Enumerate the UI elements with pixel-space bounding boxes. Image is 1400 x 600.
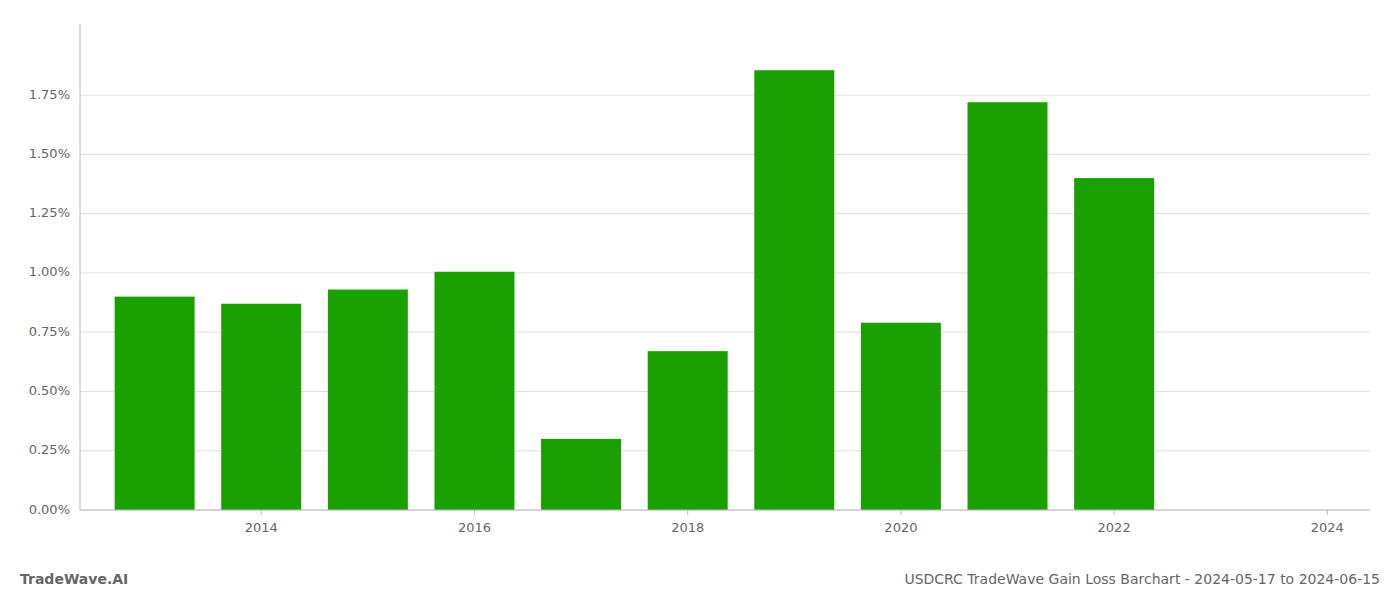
y-axis: 0.00% 0.25% 0.50% 0.75% 1.00% 1.25% 1.50% 1.75% bbox=[29, 87, 70, 517]
footer-left: TradeWave.AI bbox=[20, 571, 128, 587]
chart-container: 0.00% 0.25% 0.50% 0.75% 1.00% 1.25% 1.50% 1.75%… bbox=[0, 0, 1400, 600]
y-tick-label: 1.50% bbox=[29, 146, 70, 161]
bar bbox=[115, 297, 195, 510]
grid-line bbox=[80, 272, 1370, 273]
x-axis: 2014 2016 2018 2020 2022 2024 bbox=[80, 510, 1370, 535]
bars bbox=[115, 70, 1154, 510]
x-tick-label: 2022 bbox=[1098, 520, 1131, 535]
y-tick-label: 0.25% bbox=[29, 442, 70, 457]
grid-line bbox=[80, 95, 1370, 96]
x-tick-label: 2018 bbox=[671, 520, 704, 535]
bar bbox=[861, 323, 941, 510]
x-tick bbox=[474, 510, 475, 515]
grid-line bbox=[80, 510, 1370, 511]
x-tick bbox=[687, 510, 688, 515]
y-tick-label: 1.00% bbox=[29, 264, 70, 279]
bar bbox=[968, 102, 1048, 510]
bar bbox=[434, 272, 514, 510]
y-axis-line bbox=[80, 24, 81, 510]
y-tick-label: 1.75% bbox=[29, 87, 70, 102]
bar bbox=[328, 290, 408, 510]
x-tick-label: 2016 bbox=[458, 520, 491, 535]
grid-line bbox=[80, 213, 1370, 214]
x-tick-label: 2020 bbox=[884, 520, 917, 535]
bar bbox=[221, 304, 301, 510]
y-tick-label: 1.25% bbox=[29, 205, 70, 220]
x-tick bbox=[1327, 510, 1328, 515]
bar bbox=[648, 351, 728, 510]
x-tick bbox=[261, 510, 262, 515]
y-tick-label: 0.00% bbox=[29, 502, 70, 517]
x-tick bbox=[1114, 510, 1115, 515]
x-axis-line bbox=[80, 510, 1370, 511]
grid bbox=[80, 95, 1370, 510]
x-tick-label: 2014 bbox=[245, 520, 278, 535]
x-tick-label: 2024 bbox=[1311, 520, 1344, 535]
bar bbox=[541, 439, 621, 510]
chart: 0.00% 0.25% 0.50% 0.75% 1.00% 1.25% 1.50% 1.75%… bbox=[0, 0, 1400, 600]
y-tick-label: 0.75% bbox=[29, 324, 70, 339]
bar bbox=[1074, 178, 1154, 510]
bar bbox=[754, 70, 834, 510]
x-tick bbox=[900, 510, 901, 515]
grid-line bbox=[80, 154, 1370, 155]
footer-right: USDCRC TradeWave Gain Loss Barchart - 20… bbox=[904, 571, 1380, 587]
y-tick-label: 0.50% bbox=[29, 383, 70, 398]
